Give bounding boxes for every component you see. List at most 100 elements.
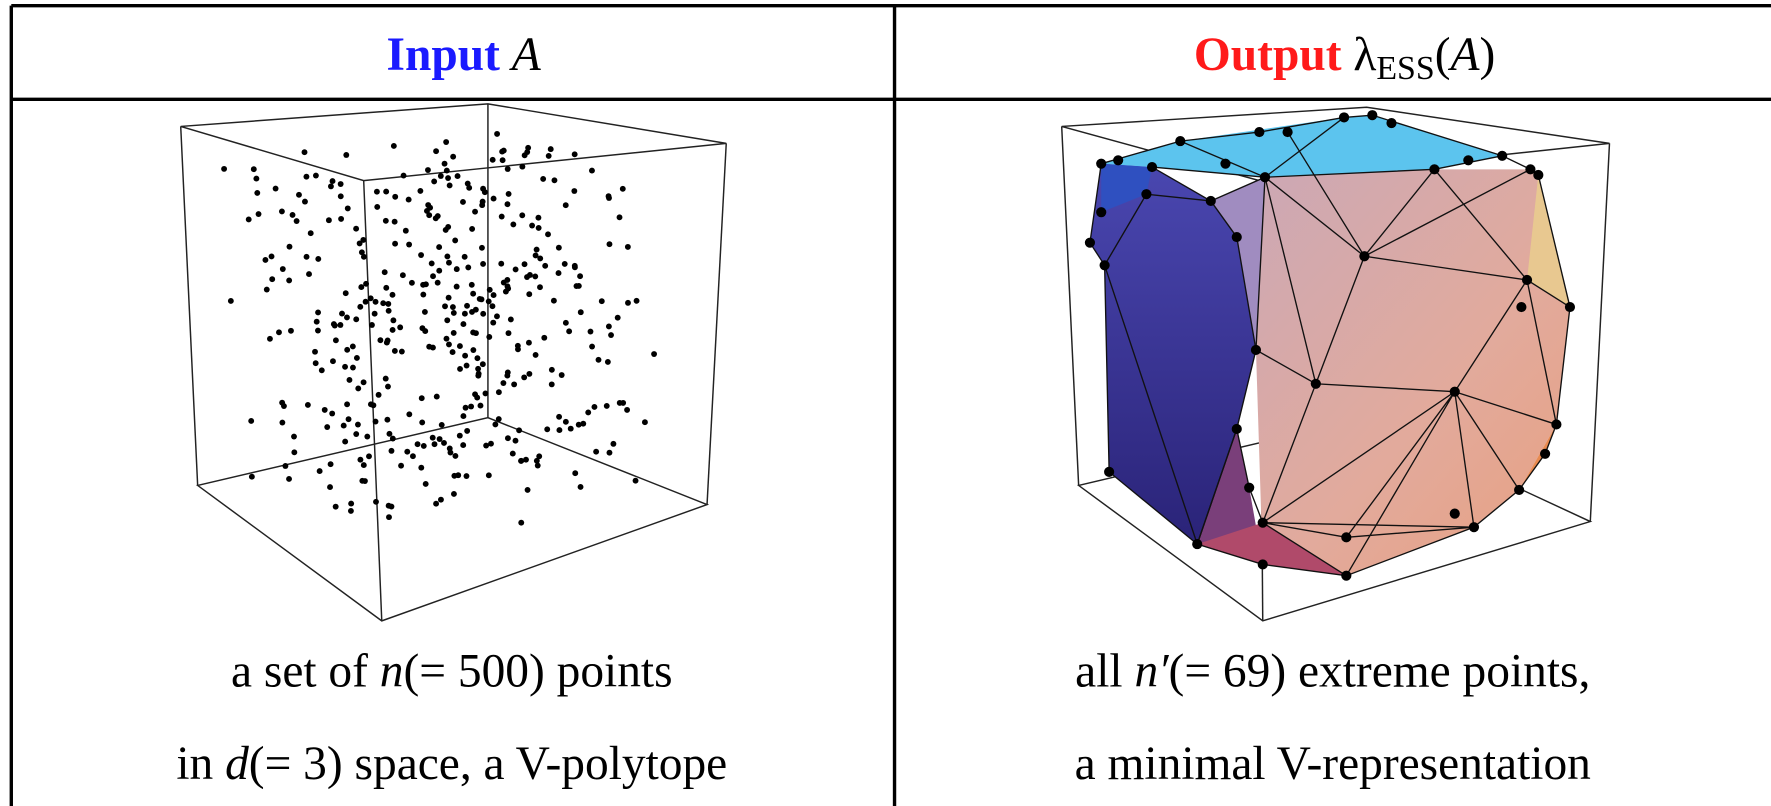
point <box>363 281 369 287</box>
point <box>342 439 348 445</box>
right-header: Output λESS(A) <box>1135 29 1531 87</box>
point <box>246 217 252 223</box>
point <box>1100 260 1110 270</box>
point <box>1367 110 1377 120</box>
point <box>308 230 314 236</box>
point <box>248 418 254 424</box>
point <box>386 503 392 509</box>
point <box>462 311 468 317</box>
point <box>466 185 472 191</box>
point <box>326 217 332 223</box>
point <box>1096 159 1106 169</box>
point <box>421 443 427 449</box>
point <box>353 431 359 437</box>
face <box>1211 169 1570 575</box>
point <box>634 298 640 304</box>
point <box>510 451 516 457</box>
point <box>262 257 268 263</box>
point <box>651 351 657 357</box>
point <box>444 317 450 323</box>
point <box>568 426 574 432</box>
point <box>444 254 450 260</box>
point <box>1341 532 1351 542</box>
point <box>420 282 426 288</box>
point <box>585 410 591 416</box>
point <box>592 404 598 410</box>
point <box>343 152 349 158</box>
point <box>403 228 409 234</box>
left-header: Input A <box>327 29 576 81</box>
point <box>312 349 318 355</box>
point <box>357 304 363 310</box>
point <box>313 173 319 179</box>
point <box>418 252 424 258</box>
point <box>470 291 476 297</box>
point <box>350 344 356 350</box>
point <box>319 367 325 373</box>
point <box>404 449 410 455</box>
cube-edge <box>181 126 198 485</box>
point <box>361 462 367 468</box>
point <box>451 491 457 497</box>
point <box>457 366 463 372</box>
point <box>302 149 308 155</box>
point <box>525 145 531 151</box>
point <box>506 330 512 336</box>
point <box>290 212 296 218</box>
point <box>383 376 389 382</box>
point <box>532 274 538 280</box>
point <box>286 277 292 283</box>
point <box>516 427 522 433</box>
point <box>451 473 457 479</box>
point <box>1463 155 1473 165</box>
point <box>417 188 423 194</box>
point <box>254 190 260 196</box>
point <box>389 448 395 454</box>
point <box>450 304 456 310</box>
point <box>406 242 412 248</box>
point <box>545 231 551 237</box>
point <box>280 266 286 272</box>
point <box>406 197 412 203</box>
point <box>542 263 548 269</box>
point <box>397 324 403 330</box>
point <box>426 212 432 218</box>
point <box>480 311 486 317</box>
point <box>563 419 569 425</box>
point <box>572 263 578 269</box>
point <box>273 186 279 192</box>
point <box>563 202 569 208</box>
header-paren: ) <box>1480 29 1496 81</box>
point <box>469 226 475 232</box>
point <box>430 273 436 279</box>
left-cube <box>181 104 727 621</box>
point <box>492 422 498 428</box>
figure-table: Input A Output λESS(A) <box>0 0 1771 806</box>
point <box>588 329 594 335</box>
point <box>1533 170 1543 180</box>
caption-line: a set of n(= 500) points <box>231 645 673 697</box>
point <box>1450 387 1460 397</box>
point <box>596 357 602 363</box>
point <box>505 201 511 207</box>
point <box>1283 127 1293 137</box>
point <box>556 245 562 251</box>
point <box>444 168 450 174</box>
point <box>447 450 453 456</box>
point <box>576 422 582 428</box>
point <box>337 322 343 328</box>
point <box>462 254 468 260</box>
point <box>1450 509 1460 519</box>
point <box>1258 559 1268 569</box>
point <box>357 240 363 246</box>
point <box>1516 302 1526 312</box>
point <box>451 330 457 336</box>
point <box>599 298 605 304</box>
point <box>615 315 621 321</box>
point <box>385 301 391 307</box>
point <box>463 405 469 411</box>
point <box>373 499 379 505</box>
point <box>610 441 616 447</box>
point <box>451 310 457 316</box>
point <box>328 183 334 189</box>
